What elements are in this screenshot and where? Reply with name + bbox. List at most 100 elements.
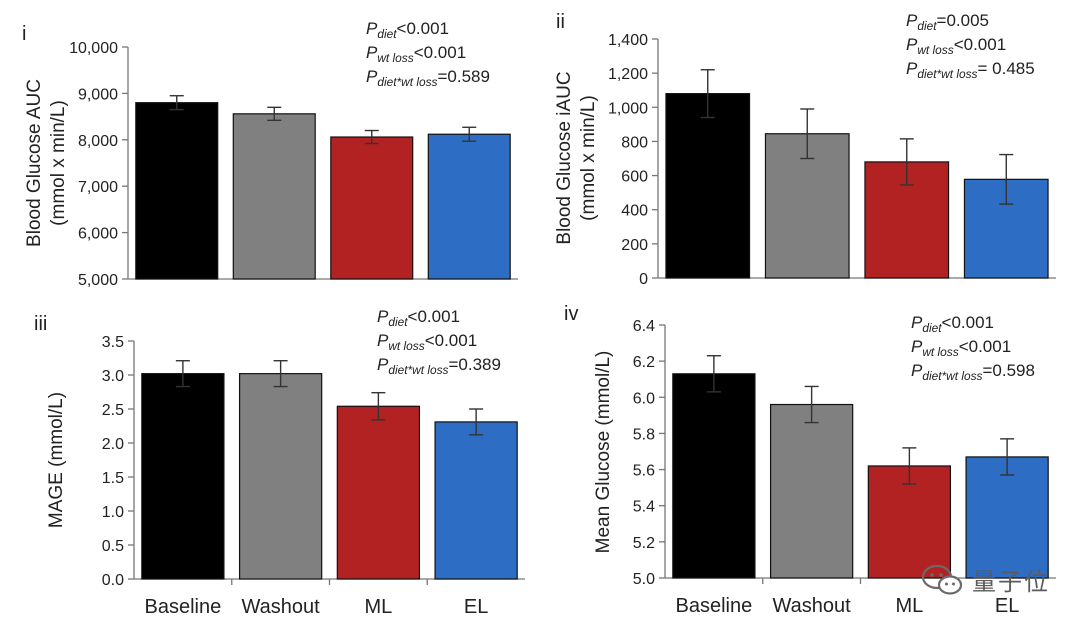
stat-p: P xyxy=(377,331,389,350)
y-tick-label: 5,000 xyxy=(78,272,118,289)
stat-value: =0.598 xyxy=(982,361,1034,380)
y-tick-label: 6.4 xyxy=(633,318,655,335)
y-tick-label: 0.0 xyxy=(102,572,124,589)
y-axis-label-line: (mmol x min/L) xyxy=(48,100,69,226)
stat-line: Pwt loss<0.001 xyxy=(906,35,1006,57)
stat-line: Pwt loss<0.001 xyxy=(366,43,466,65)
bar-ml xyxy=(330,136,414,280)
y-tick-label: 0 xyxy=(639,271,648,288)
stat-p: P xyxy=(366,43,378,62)
y-axis-label: Blood Glucose iAUC (mmol x min/L) xyxy=(554,71,599,244)
y-tick-label: 5.0 xyxy=(633,571,655,588)
y-tick-label: 7,000 xyxy=(78,179,118,196)
y-axis-label-line: MAGE (mmol/L) xyxy=(46,392,67,528)
y-tick-label: 6.2 xyxy=(633,354,655,371)
y-axis-label-line: (mmol x min/L) xyxy=(578,95,599,221)
y-tick-label: 1.0 xyxy=(102,504,124,521)
panel-label: iii xyxy=(34,313,47,335)
y-tick-label: 2.5 xyxy=(102,402,124,419)
y-tick-label: 5.8 xyxy=(633,426,655,443)
panel-label: i xyxy=(22,23,26,45)
stat-p: P xyxy=(906,35,918,54)
bar-el xyxy=(434,421,518,580)
y-tick-label: 6,000 xyxy=(78,226,118,243)
stat-subscript: diet*wt loss xyxy=(922,369,982,383)
bar-baseline xyxy=(665,93,751,279)
y-axis-label-line: Mean Glucose (mmol/L) xyxy=(593,351,614,554)
bar-baseline xyxy=(135,102,219,280)
stat-p: P xyxy=(911,313,923,332)
y-tick-label: 5.4 xyxy=(633,499,655,516)
y-tick-label: 3.0 xyxy=(102,368,124,385)
stat-p: P xyxy=(366,19,378,38)
stat-subscript: diet xyxy=(377,27,397,41)
stat-p: P xyxy=(906,59,918,78)
stat-value: <0.001 xyxy=(942,313,994,332)
wechat-logo-icon xyxy=(921,564,963,595)
stat-value: <0.001 xyxy=(397,19,449,38)
x-tick-label: Baseline xyxy=(145,596,222,618)
chart-panel-ii: ii 0 200 400 600 800 1,000 1,200 1,400 Blood Gluc… xyxy=(554,11,1056,288)
stat-subscript: diet*wt loss xyxy=(388,363,448,377)
stat-subscript: wt loss xyxy=(917,43,953,57)
bar-ml xyxy=(336,405,421,580)
stat-line: Pwt loss<0.001 xyxy=(377,331,477,353)
stat-line: Pdiet<0.001 xyxy=(911,313,994,335)
y-tick-label: 3.5 xyxy=(102,334,124,351)
stat-line: Pdiet*wt loss=0.389 xyxy=(377,355,501,377)
panel-label: iv xyxy=(564,303,578,325)
y-tick-label: 5.6 xyxy=(633,463,655,480)
x-tick-label: Washout xyxy=(242,596,321,618)
x-tick-label: Baseline xyxy=(676,595,753,617)
stat-value: <0.001 xyxy=(425,331,477,350)
stat-line: Pdiet*wt loss=0.589 xyxy=(366,67,490,89)
chart-panel-i: i 5,000 6,000 7,000 8,000 9,000 10,000 Blood Gl… xyxy=(22,19,518,289)
y-tick-label: 200 xyxy=(621,237,648,254)
bar-baseline xyxy=(672,373,756,579)
stat-subscript: diet*wt loss xyxy=(377,75,437,89)
y-tick-label: 2.0 xyxy=(102,436,124,453)
stat-subscript: diet xyxy=(922,321,942,335)
y-tick-label: 1.5 xyxy=(102,470,124,487)
y-tick-label: 10,000 xyxy=(69,40,118,57)
y-tick-label: 5.2 xyxy=(633,535,655,552)
stat-p: P xyxy=(366,67,378,86)
y-tick-label: 0.5 xyxy=(102,538,124,555)
chart-panel-iv: iv 5.0 5.2 5.4 5.6 5.8 6.0 6.2 6.4 Mean Glucose (… xyxy=(564,303,1056,617)
stat-value: <0.001 xyxy=(954,35,1006,54)
bar-baseline xyxy=(141,373,225,580)
stat-value: <0.001 xyxy=(414,43,466,62)
stat-value: =0.389 xyxy=(448,355,500,374)
stat-subscript: diet*wt loss xyxy=(917,67,977,81)
watermark-text: 量子位 xyxy=(972,569,1050,596)
y-axis-label-line: Blood Glucose iAUC xyxy=(554,71,575,244)
y-tick-label: 8,000 xyxy=(78,133,118,150)
stat-p: P xyxy=(906,11,918,30)
chart-panel-iii: iii 0.0 0.5 1.0 1.5 2.0 2.5 3.0 3.5 MAGE (mmol/L)… xyxy=(34,307,525,618)
y-axis-label: Blood Glucose AUC (mmol x min/L) xyxy=(24,79,69,247)
stat-line: Pdiet*wt loss=0.598 xyxy=(911,361,1035,383)
bar-washout xyxy=(238,373,323,580)
stat-p: P xyxy=(911,337,923,356)
y-tick-label: 1,400 xyxy=(608,32,648,49)
bar-el xyxy=(965,456,1049,579)
stat-subscript: wt loss xyxy=(377,51,413,65)
bar-washout xyxy=(764,133,850,279)
bar-el xyxy=(427,133,511,280)
y-axis-label: Mean Glucose (mmol/L) xyxy=(593,351,614,554)
stat-subscript: wt loss xyxy=(388,339,424,353)
stat-line: Pwt loss<0.001 xyxy=(911,337,1011,359)
stat-line: Pdiet<0.001 xyxy=(366,19,449,41)
y-axis-label-line: Blood Glucose AUC xyxy=(24,79,45,247)
panel-label: ii xyxy=(556,11,565,33)
bar-washout xyxy=(232,113,316,280)
y-tick-label: 9,000 xyxy=(78,86,118,103)
y-tick-label: 400 xyxy=(621,203,648,220)
stat-p: P xyxy=(911,361,923,380)
y-tick-label: 1,200 xyxy=(608,66,648,83)
y-tick-label: 6.0 xyxy=(633,390,655,407)
y-tick-label: 600 xyxy=(621,169,648,186)
stat-p: P xyxy=(377,355,389,374)
bar-washout xyxy=(769,403,854,579)
